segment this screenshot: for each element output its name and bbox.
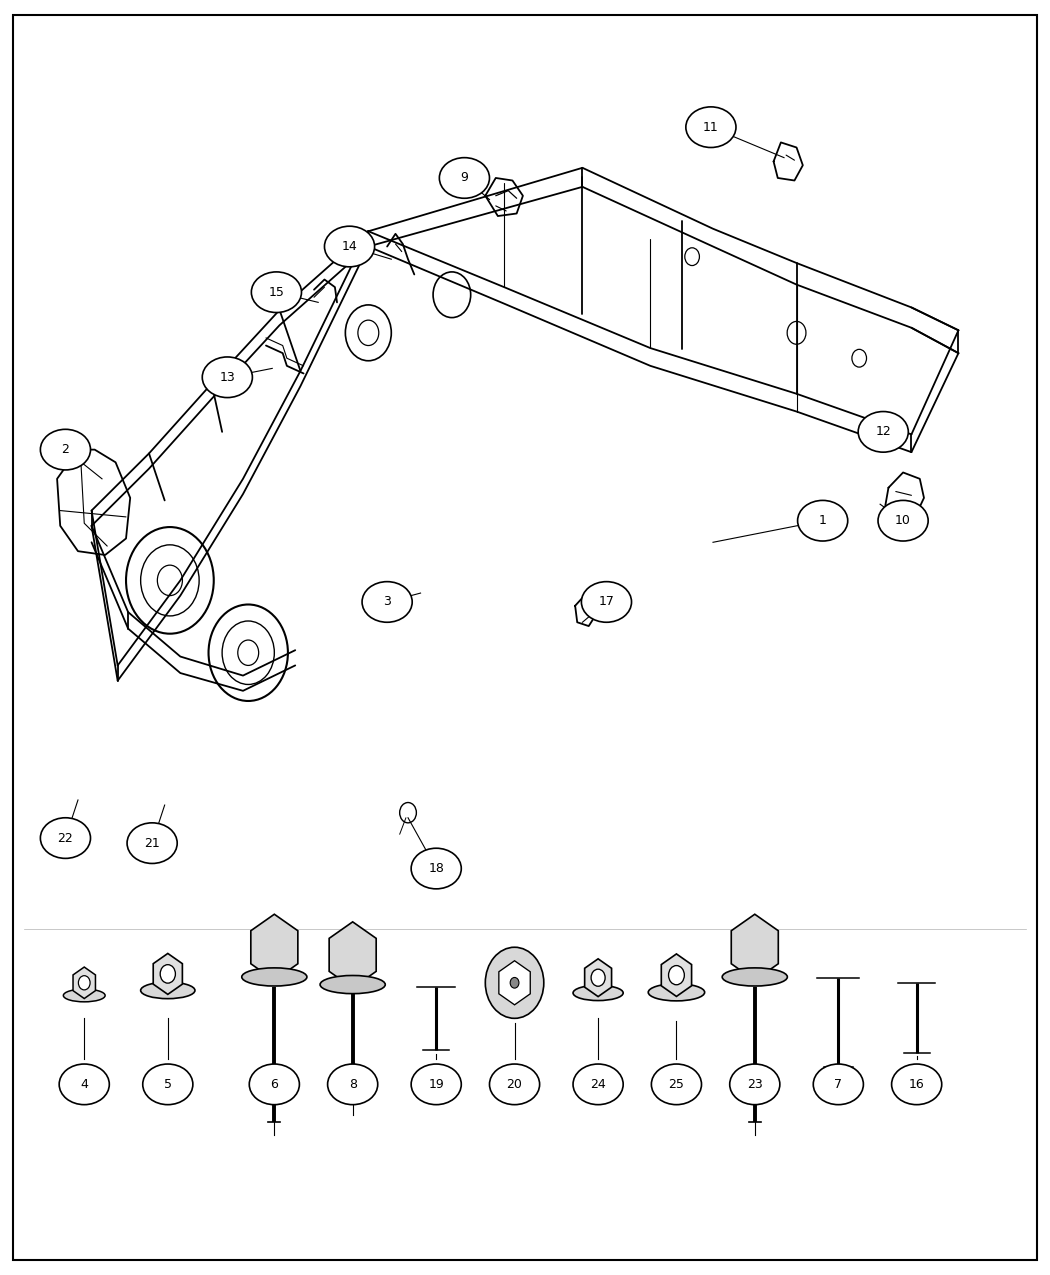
Polygon shape [74,966,96,998]
Text: 9: 9 [461,171,468,185]
Ellipse shape [412,1065,461,1104]
Ellipse shape [324,226,375,266]
Polygon shape [585,959,611,997]
Text: 20: 20 [506,1077,523,1091]
Ellipse shape [143,1065,193,1104]
Ellipse shape [362,581,413,622]
Polygon shape [251,914,298,980]
Ellipse shape [489,1065,540,1104]
Circle shape [79,975,90,989]
Text: 21: 21 [144,836,160,849]
Polygon shape [153,954,183,995]
Ellipse shape [651,1065,701,1104]
Ellipse shape [730,1065,780,1104]
Ellipse shape [686,107,736,148]
Ellipse shape [141,982,195,998]
Ellipse shape [858,412,908,453]
Text: 3: 3 [383,595,391,608]
Ellipse shape [722,968,788,986]
Polygon shape [329,922,376,988]
Polygon shape [731,914,778,980]
Text: 5: 5 [164,1077,172,1091]
Circle shape [669,965,685,984]
Ellipse shape [878,500,928,541]
Text: 22: 22 [58,831,74,844]
Circle shape [161,965,175,983]
Polygon shape [499,961,530,1005]
Ellipse shape [203,357,252,398]
Ellipse shape [648,984,705,1001]
Ellipse shape [573,1065,624,1104]
Text: 10: 10 [896,514,911,527]
Text: 14: 14 [341,240,357,252]
Ellipse shape [40,430,90,470]
Ellipse shape [249,1065,299,1104]
Text: 8: 8 [349,1077,357,1091]
Circle shape [510,978,519,988]
Text: 7: 7 [835,1077,842,1091]
Text: 6: 6 [271,1077,278,1091]
Text: 2: 2 [62,444,69,456]
Text: 16: 16 [909,1077,925,1091]
Text: 25: 25 [669,1077,685,1091]
Text: 23: 23 [747,1077,762,1091]
Ellipse shape [814,1065,863,1104]
Text: 4: 4 [80,1077,88,1091]
Ellipse shape [439,158,489,199]
Text: 24: 24 [590,1077,606,1091]
Text: 1: 1 [819,514,826,527]
Text: 19: 19 [428,1077,444,1091]
Circle shape [591,969,605,987]
Ellipse shape [412,848,461,889]
Ellipse shape [320,975,385,993]
Ellipse shape [328,1065,378,1104]
Text: 17: 17 [598,595,614,608]
Ellipse shape [127,822,177,863]
Text: 15: 15 [269,286,285,298]
Text: 12: 12 [876,426,891,439]
Ellipse shape [63,989,105,1002]
Text: 13: 13 [219,371,235,384]
Ellipse shape [582,581,631,622]
Text: 18: 18 [428,862,444,875]
Ellipse shape [891,1065,942,1104]
Ellipse shape [798,500,847,541]
Text: 11: 11 [704,121,719,134]
Ellipse shape [573,986,624,1001]
Ellipse shape [251,272,301,312]
Ellipse shape [59,1065,109,1104]
Polygon shape [662,954,692,997]
Ellipse shape [40,817,90,858]
Circle shape [485,947,544,1019]
Ellipse shape [242,968,307,986]
